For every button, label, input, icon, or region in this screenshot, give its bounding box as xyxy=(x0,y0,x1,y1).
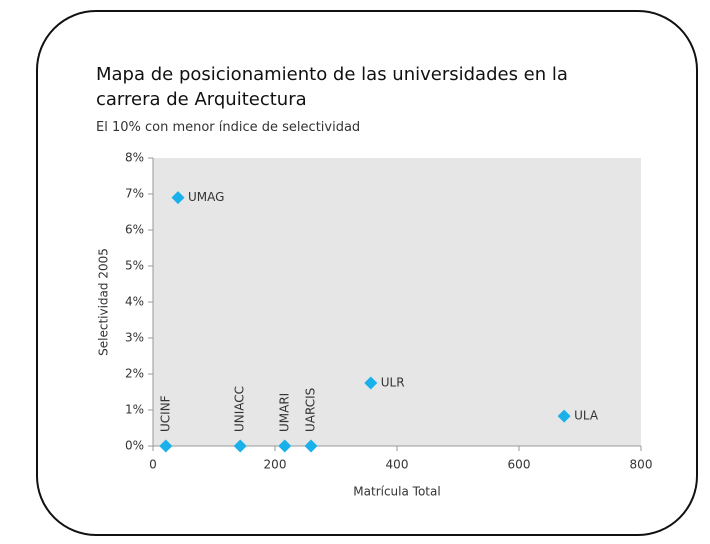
point-label: UARCIS xyxy=(303,388,317,432)
point-label: UCINF xyxy=(158,395,172,432)
x-tick-label: 200 xyxy=(264,458,287,472)
y-tick-label: 7% xyxy=(125,187,144,201)
x-tick-label: 600 xyxy=(508,458,531,472)
point-label: UNIACC xyxy=(233,386,247,432)
x-tick-label: 400 xyxy=(386,458,409,472)
y-tick-label: 4% xyxy=(125,295,144,309)
point-label: ULA xyxy=(574,409,599,423)
y-tick-label: 5% xyxy=(125,259,144,273)
frame xyxy=(36,10,698,536)
x-axis-label: Matrícula Total xyxy=(353,485,440,499)
point xyxy=(557,409,571,423)
y-tick-label: 0% xyxy=(125,439,144,453)
chart-subtitle: El 10% con menor índice de selectividad xyxy=(96,120,361,135)
point xyxy=(171,191,185,205)
point xyxy=(304,439,318,453)
y-tick-label: 2% xyxy=(125,367,144,381)
y-tick-label: 3% xyxy=(125,331,144,345)
x-tick-label: 800 xyxy=(630,458,653,472)
point xyxy=(364,376,378,390)
x-tick-label: 0 xyxy=(149,458,157,472)
plot-background xyxy=(153,158,641,446)
y-tick-label: 1% xyxy=(125,403,144,417)
point xyxy=(159,439,173,453)
y-tick-label: 8% xyxy=(125,151,144,165)
point-label: UMAG xyxy=(188,190,224,204)
point-label: UMARI xyxy=(277,393,291,432)
point xyxy=(233,439,247,453)
chart-title: Mapa de posicionamiento de las universid… xyxy=(96,64,568,110)
y-tick-label: 6% xyxy=(125,223,144,237)
point-label: ULR xyxy=(381,376,405,390)
point xyxy=(278,439,292,453)
y-axis-label: Selectividad 2005 xyxy=(97,248,111,356)
